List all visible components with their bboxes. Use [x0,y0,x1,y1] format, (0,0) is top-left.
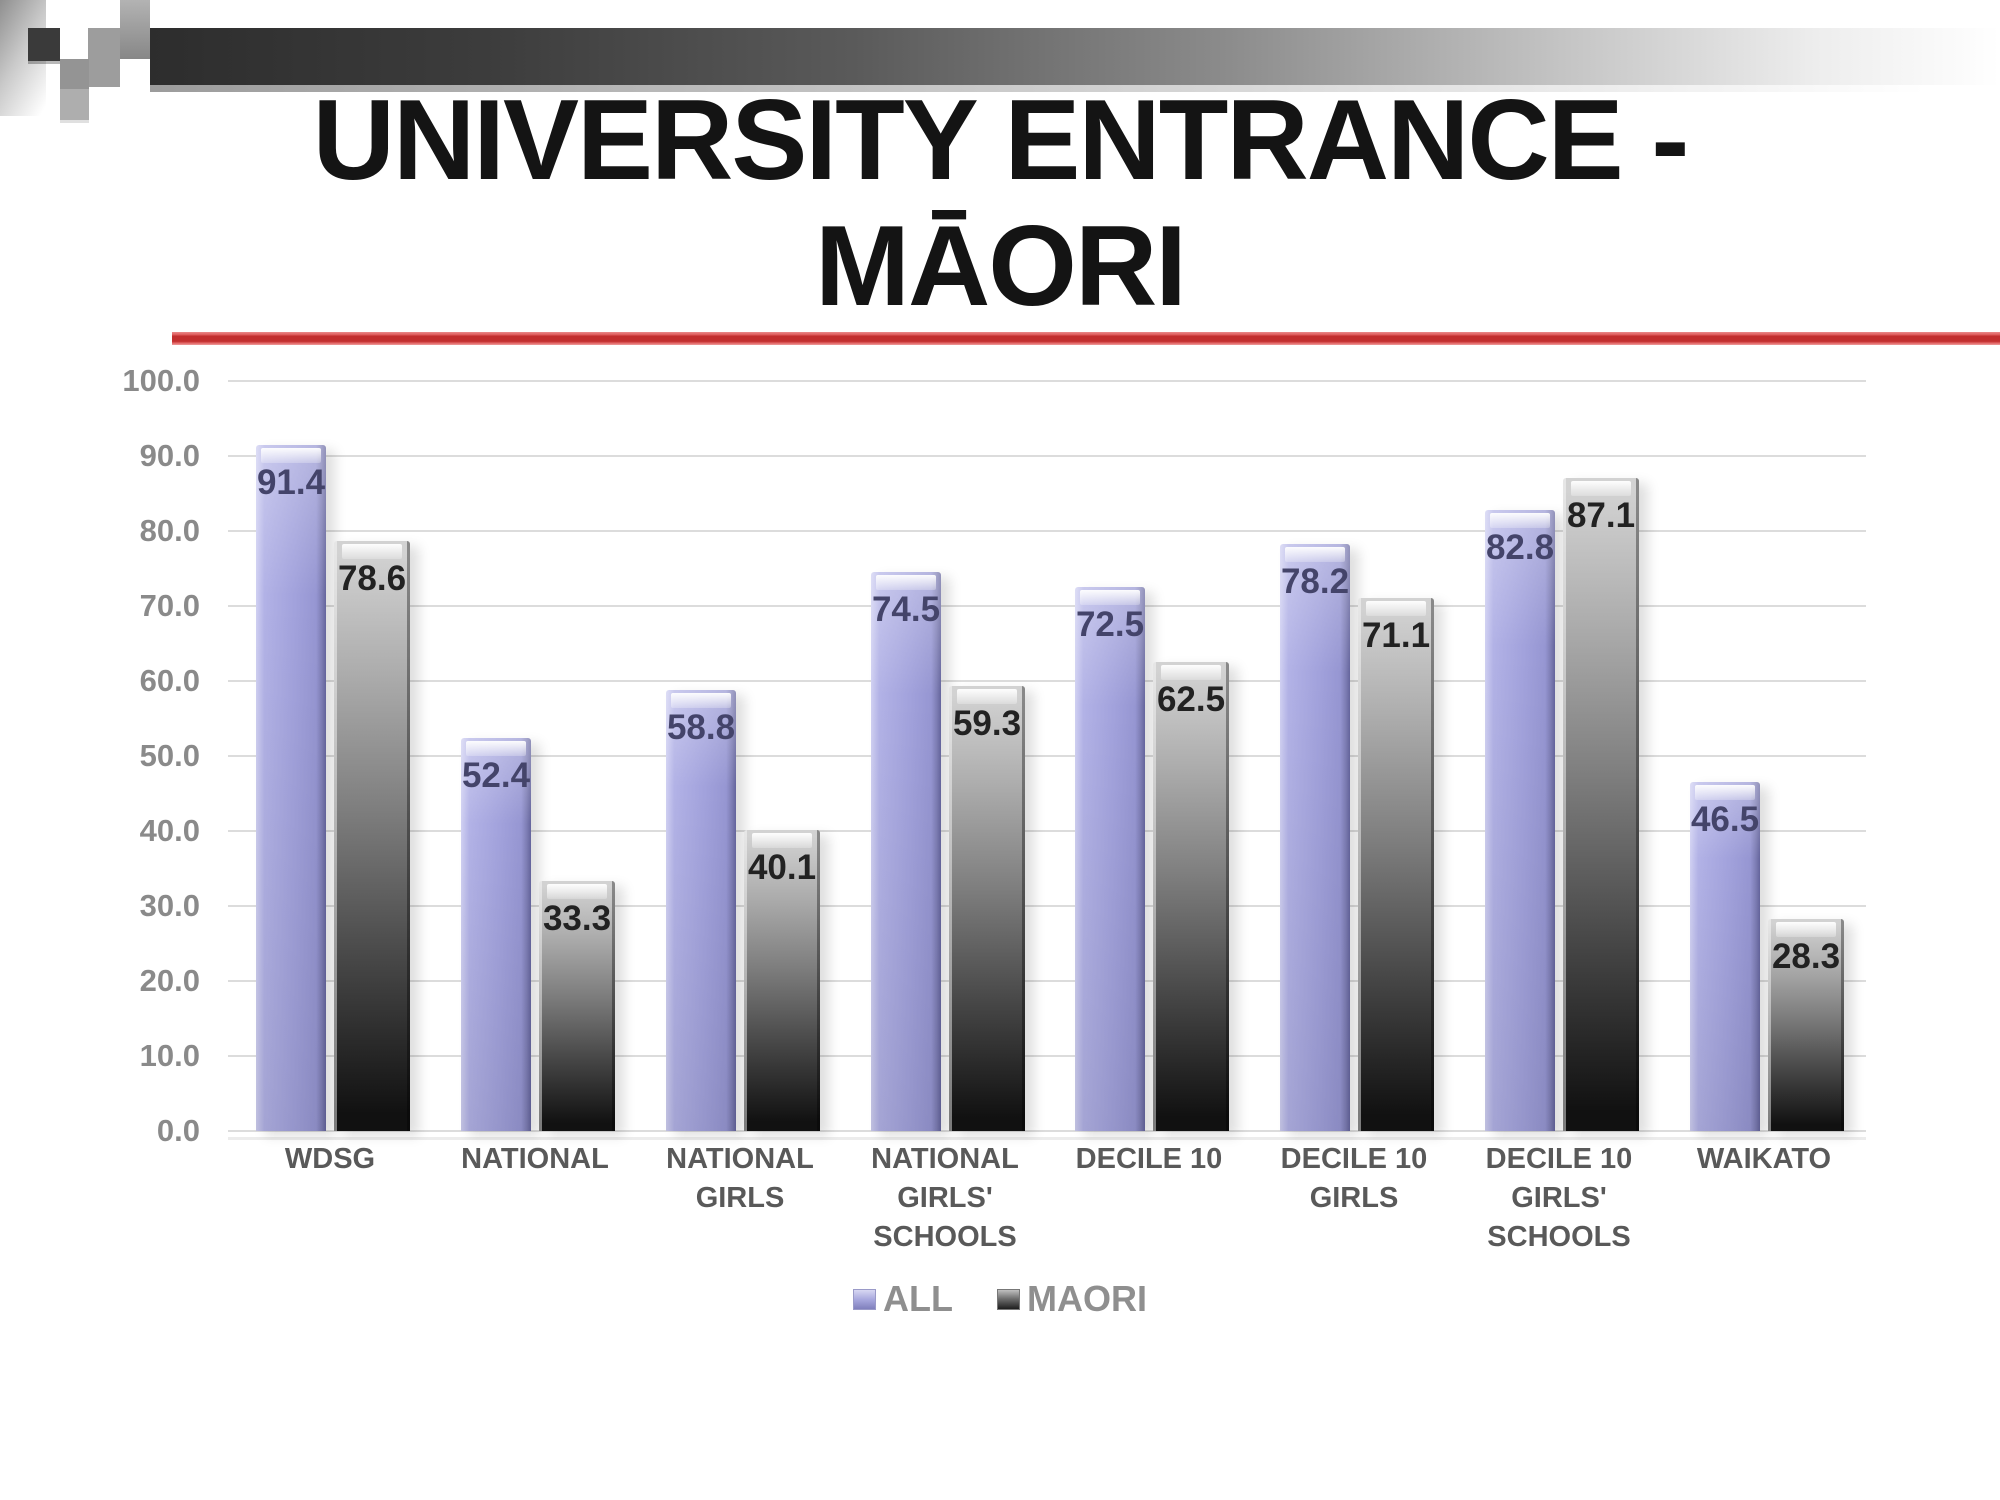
bar-all-4: 74.5 [871,572,941,1131]
legend-label: ALL [883,1278,953,1319]
gridline-0 [228,1130,1866,1132]
bar-value-label: 28.3 [1771,937,1841,976]
x-tick-label-1: WDSG [284,1143,376,1175]
baseline-shadow [228,1137,1866,1140]
y-tick-label: 70.0 [139,588,200,623]
gridline-10 [228,1055,1866,1057]
y-tick-label: 60.0 [139,663,200,698]
bar-maori-8: 28.3 [1768,919,1844,1131]
bar-all-2: 52.4 [461,738,531,1131]
gridline-30 [228,905,1866,907]
bar-value-label: 82.8 [1485,528,1555,567]
bar-value-label: 78.6 [337,559,407,598]
y-tick-label: 90.0 [139,438,200,473]
x-tick-label-2: NATIONAL [461,1143,609,1175]
y-tick-label: 50.0 [139,738,200,773]
bar-value-label: 46.5 [1690,800,1760,839]
bar-maori-3: 40.1 [744,830,820,1131]
bar-all-3: 58.8 [666,690,736,1131]
x-tick-label-4: NATIONAL GIRLS' SCHOOLS [871,1143,1019,1253]
header-bar-shadow [150,85,2000,92]
y-tick-label: 80.0 [139,513,200,548]
bar-all-6: 78.2 [1280,544,1350,1131]
corner-square-gray-2 [120,0,150,59]
bar-value-label: 78.2 [1280,562,1350,601]
bar-maori-1: 78.6 [334,541,410,1131]
title-underline [172,332,2000,345]
plot-area: 91.4 78.6 52.4 33.3 58.8 40.1 74.5 59.3 72.5 62.5… [228,380,1866,1140]
x-tick-label-3: NATIONAL GIRLS [666,1143,814,1214]
bar-all-1: 91.4 [256,445,326,1131]
bar-value-label: 58.8 [666,708,736,747]
bar-value-label: 52.4 [461,756,531,795]
y-tick-label: 30.0 [139,888,200,923]
bar-maori-5: 62.5 [1153,662,1229,1131]
corner-square-gray-3 [60,59,89,89]
bar-all-8: 46.5 [1690,782,1760,1131]
gridline-20 [228,980,1866,982]
bar-value-label: 71.1 [1361,616,1431,655]
bar-all-7: 82.8 [1485,510,1555,1131]
y-tick-label: 0.0 [156,1113,200,1148]
x-tick-label-7: DECILE 10 GIRLS' SCHOOLS [1485,1143,1633,1253]
gridline-70 [228,605,1866,607]
bar-value-label: 72.5 [1075,605,1145,644]
header-gradient-bar [150,28,2000,85]
slide-title: UNIVERSITY ENTRANCE - MĀORI [312,77,1690,330]
gridline-80 [228,530,1866,532]
bar-value-label: 33.3 [542,899,612,938]
gridline-60 [228,680,1866,682]
x-tick-label-6: DECILE 10 GIRLS [1280,1143,1428,1214]
bar-value-label: 91.4 [256,463,326,502]
bar-maori-2: 33.3 [539,881,615,1131]
corner-square-gray-1 [88,28,120,87]
bar-maori-6: 71.1 [1358,598,1434,1131]
y-tick-label: 20.0 [139,963,200,998]
x-tick-label-8: WAIKATO [1696,1143,1832,1175]
bar-value-label: 87.1 [1566,496,1636,535]
y-tick-label: 40.0 [139,813,200,848]
legend-swatch-icon [996,1288,1020,1310]
bar-value-label: 62.5 [1156,680,1226,719]
bar-maori-4: 59.3 [949,686,1025,1131]
bar-maori-7: 87.1 [1563,478,1639,1131]
y-tick-label: 10.0 [139,1038,200,1073]
gridline-40 [228,830,1866,832]
chart-legend: ALL MAORI [0,1278,2000,1320]
bar-value-label: 74.5 [871,590,941,629]
legend-item-all: ALL [853,1278,953,1320]
gridline-100 [228,380,1866,382]
bar-value-label: 40.1 [747,848,817,887]
bar-value-label: 59.3 [952,704,1022,743]
legend-label: MAORI [1026,1278,1147,1319]
gridline-90 [228,455,1866,457]
gridline-50 [228,755,1866,757]
corner-square-gray-4 [60,89,89,120]
legend-swatch-icon [853,1288,876,1310]
x-tick-label-5: DECILE 10 [1075,1143,1223,1175]
legend-item-maori: MAORI [996,1278,1147,1320]
corner-square-dark [28,28,60,61]
bar-all-5: 72.5 [1075,587,1145,1131]
y-tick-label: 100.0 [122,363,200,398]
